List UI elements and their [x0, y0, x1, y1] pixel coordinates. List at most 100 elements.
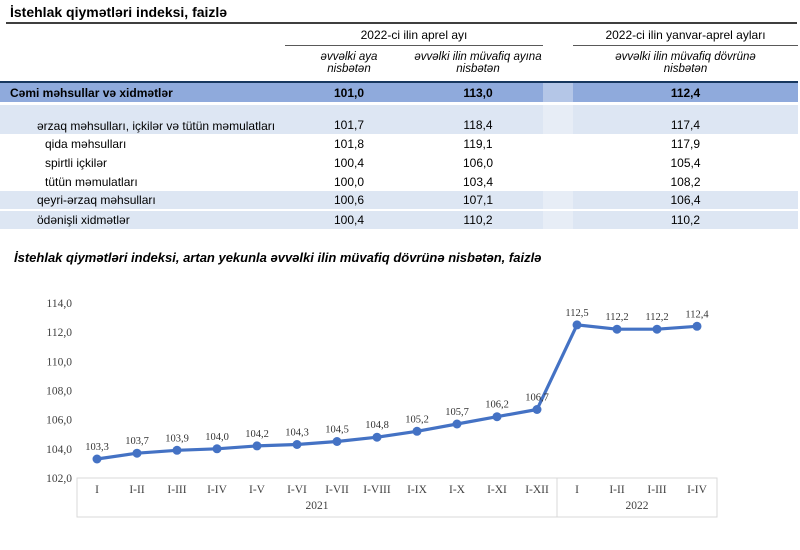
row-value: 101,7	[333, 118, 365, 132]
x-axis-tick-label: I-IX	[407, 484, 427, 496]
data-point-label: 106,7	[525, 393, 549, 404]
row-label: ərzaq məhsulları, içkilər və tütün məmul…	[37, 118, 276, 133]
data-point-marker	[612, 324, 622, 334]
subheader-label: əvvəlki ilin müvafiq dövrünə nisbətən	[615, 51, 756, 75]
subheader-prev-year-period: əvvəlki ilin müvafiq dövrünə nisbətən	[573, 46, 798, 81]
subheader-label: əvvəlki aya nisbətən	[320, 51, 378, 75]
data-point-marker	[492, 412, 502, 422]
data-point-marker	[132, 448, 142, 458]
data-point-marker	[172, 445, 182, 455]
row-value: 113,0	[463, 85, 493, 100]
spacer-cell	[0, 46, 285, 81]
table-row-nonfood-products: qeyri-ərzaq məhsulları 100,6 107,1 106,4	[0, 191, 798, 209]
x-axis-tick-label: I-VIII	[363, 484, 391, 496]
data-point-marker	[692, 321, 702, 331]
row-value: 103,4	[462, 174, 494, 189]
data-point-marker	[292, 440, 302, 449]
y-axis-tick-label: 102,0	[46, 473, 72, 485]
data-point-label: 104,0	[205, 432, 229, 443]
row-value: 119,1	[463, 136, 493, 151]
y-axis-tick-label: 110,0	[47, 356, 73, 368]
row-label: qeyri-ərzaq məhsulları	[37, 193, 156, 207]
table-row-food-products: qida məhsulları 101,8 119,1 117,9	[0, 134, 798, 153]
cpi-line-chart: 102,0 104,0 106,0 108,0 110,0 112,0 114,0 2021 2…	[28, 290, 728, 542]
data-point-marker	[252, 441, 262, 451]
row-value: 107,1	[462, 193, 494, 207]
row-value: 100,4	[333, 155, 365, 170]
row-value: 100,0	[333, 174, 365, 189]
x-axis-tick-label: I	[95, 484, 99, 496]
data-point-marker	[452, 419, 462, 429]
subheader-prev-month: əvvəlki aya nisbətən	[285, 46, 413, 81]
data-point-label: 104,2	[245, 429, 269, 440]
y-axis-tick-label: 106,0	[46, 415, 72, 427]
table-row-tobacco-products: tütün məmulatları 100,0 103,4 108,2	[0, 172, 798, 191]
column-group-jan-april: 2022-ci ilin yanvar-aprel ayları	[573, 24, 798, 46]
row-value: 112,4	[670, 85, 701, 100]
table-row-alcoholic-drinks: spirtli içkilər 100,4 106,0 105,4	[0, 153, 798, 172]
x-axis-tick-label: I-VI	[287, 484, 307, 496]
data-point-label: 103,9	[165, 433, 189, 444]
data-point-label: 105,2	[405, 414, 429, 425]
x-axis-tick-label: I-IV	[207, 484, 227, 496]
subheader-label: əvvəlki ilin müvafiq ayına nisbətən	[414, 51, 542, 75]
spacer-cell	[0, 24, 285, 46]
row-label: tütün məmulatları	[45, 174, 138, 189]
y-axis-tick-label: 112,0	[47, 327, 73, 339]
data-point-marker	[572, 320, 582, 330]
data-point-label: 106,2	[485, 400, 509, 411]
x-axis-tick-label: I-X	[449, 484, 466, 496]
chart-title: İstehlak qiymətləri indeksi, artan yekun…	[14, 250, 542, 265]
data-point-label: 112,2	[645, 312, 668, 323]
x-axis-tick-label: I-II	[129, 484, 144, 496]
row-value: 118,4	[463, 118, 493, 132]
x-axis-tick-label: I-III	[647, 484, 666, 496]
data-point-label: 112,2	[605, 312, 628, 323]
line-chart-canvas: 102,0 104,0 106,0 108,0 110,0 112,0 114,0 2021 2…	[46, 298, 718, 518]
data-point-label: 112,4	[685, 309, 709, 320]
row-value: 105,4	[670, 155, 701, 170]
data-point-label: 103,7	[125, 436, 149, 447]
cpi-table: 2022-ci ilin aprel ayı 2022-ci ilin yanv…	[0, 24, 798, 229]
row-label: ödənişli xidmətlər	[37, 213, 130, 227]
data-point-label: 105,7	[445, 407, 469, 418]
data-point-label: 104,3	[285, 428, 309, 439]
column-group-april: 2022-ci ilin aprel ayı	[285, 24, 543, 46]
data-point-marker	[212, 444, 222, 454]
x-axis-tick-label: I-XII	[525, 484, 549, 496]
x-axis-tick-label: I-III	[167, 484, 186, 496]
data-point-label: 112,5	[565, 308, 588, 319]
data-point-marker	[372, 432, 382, 442]
y-axis-tick-label: 108,0	[46, 386, 72, 398]
x-axis-tick-label: I-VII	[325, 484, 349, 496]
data-point-marker	[332, 437, 342, 446]
data-point-marker	[532, 405, 542, 414]
x-axis-tick-label: I-V	[249, 484, 266, 496]
column-gutter	[543, 172, 573, 191]
data-point-label: 104,5	[325, 425, 349, 436]
table-subheader-row: əvvəlki aya nisbətən əvvəlki ilin müvafi…	[0, 46, 798, 83]
column-gutter	[543, 46, 573, 81]
row-value: 110,2	[670, 213, 701, 227]
column-gutter	[543, 134, 573, 153]
data-point-marker	[92, 454, 102, 464]
x-axis-tick-label: I-II	[609, 484, 624, 496]
row-value: 117,4	[670, 118, 701, 132]
x-axis-tick-label: I-IV	[687, 484, 707, 496]
page-title: İstehlak qiymətləri indeksi, faizlə	[10, 4, 228, 20]
row-value: 106,4	[670, 193, 701, 207]
data-point-label: 103,3	[85, 442, 109, 453]
row-label: qida məhsulları	[45, 136, 127, 151]
x-axis-tick-label: I	[575, 484, 579, 496]
row-value: 106,0	[462, 155, 494, 170]
subheader-prev-year-month: əvvəlki ilin müvafiq ayına nisbətən	[413, 46, 543, 81]
data-point-marker	[412, 426, 422, 436]
row-value: 101,0	[333, 85, 365, 100]
column-gutter	[543, 211, 573, 229]
table-row-total: Cəmi məhsullar və xidmətlər 101,0 113,0 …	[0, 83, 798, 102]
column-gutter	[543, 83, 573, 102]
column-gutter	[543, 191, 573, 209]
x-axis-year-label: 2021	[306, 500, 329, 512]
cpi-series-line	[95, 323, 699, 461]
table-column-group-header-row: 2022-ci ilin aprel ayı 2022-ci ilin yanv…	[0, 24, 798, 46]
